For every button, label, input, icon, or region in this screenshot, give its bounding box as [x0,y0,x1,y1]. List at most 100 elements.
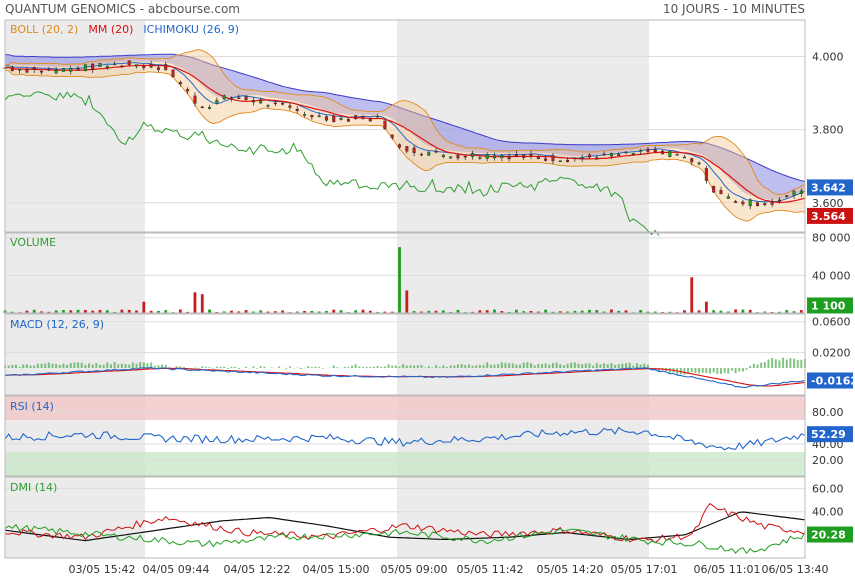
volume-bar [10,311,14,313]
volume-bar [420,311,423,313]
session-shade [5,314,145,395]
volume-bar [712,310,716,313]
panel-border [4,19,806,233]
candle-body [697,162,701,165]
ichimoku-tenkan [4,62,806,203]
candle-body [756,202,760,207]
candle-body [324,116,328,121]
x-tick-label: 04/05 09:44 [143,563,210,576]
candle-body [383,120,387,130]
indicator-legend: BOLL (20, 2) [10,23,78,36]
candle-body [412,147,416,153]
y-tick-label: 3.800 [812,124,844,137]
panel-border [4,232,806,314]
candle-body [376,115,380,118]
candle-body [142,66,146,69]
volume-bar [398,247,401,313]
y-tick-label: 4.000 [812,51,844,64]
candle-body [76,68,80,71]
rsi-overbought-zone [5,396,805,420]
volume-bar [704,301,708,313]
last-value-label: 3.564 [811,210,846,223]
candle-body [609,152,613,157]
rsi-last-value: 52.29 [811,428,846,441]
volume-bar [98,309,102,313]
candle-body [346,118,350,122]
volume-bar [500,311,504,313]
candle-body [273,102,277,105]
y-tick-label: 40 000 [812,269,851,282]
volume-bar [493,309,496,313]
moving-average-line [4,64,806,204]
candle-body [704,168,708,181]
candle-body [441,154,445,157]
session-shade [5,20,145,232]
candle-body [617,154,621,156]
dmi-label: DMI (14) [10,481,57,494]
candle-body [10,67,14,71]
candle-body [40,70,44,73]
volume-bar [361,309,365,313]
volume-bar [383,311,387,313]
candle-body [668,151,672,157]
volume-bar [142,301,146,313]
volume-bar [544,309,548,313]
candle-body [208,107,212,109]
candle-body [449,156,453,159]
y-tick-label: 80.00 [812,406,844,419]
x-tick-label: 03/05 15:42 [69,563,136,576]
volume-bar [799,310,803,313]
volume-bar [390,311,394,313]
candle-body [398,144,402,148]
volume-bar [770,311,774,313]
volume-bar [69,310,73,313]
dmi-plus-line [4,502,806,544]
volume-bar [412,311,416,313]
candle-body [127,60,131,65]
candle-body [529,153,533,156]
candle-body [682,156,686,159]
volume-bar [193,292,197,313]
candle-body [339,117,343,120]
volume-bar [646,311,650,313]
macd-last-value-box [807,372,853,389]
candle-body [164,64,168,71]
ichimoku-lagging-line [4,91,660,236]
volume-bar [244,310,248,313]
candle-body [361,116,365,119]
volume-bar [83,309,87,313]
volume-bar [536,311,540,313]
volume-bar [668,311,672,313]
candle-body [631,153,635,155]
volume-bar [719,310,723,313]
volume-bar [113,311,116,313]
volume-last-value-box [807,297,853,314]
volume-bar [105,310,109,313]
macd-label: MACD (12, 26, 9) [10,318,104,331]
candle-body [303,114,307,116]
y-tick-label: 80 000 [812,232,851,245]
session-shade [397,314,649,395]
candle-body [251,100,255,103]
y-tick-label: 60.00 [812,483,844,496]
volume-bar [157,310,160,313]
candle-body [741,201,745,205]
candle-body [544,158,548,161]
volume-bar [76,309,80,313]
candle-body [661,150,665,155]
volume-bar [135,310,138,313]
volume-bar [405,290,409,313]
volume-bar [237,311,241,313]
candle-body [69,68,73,72]
volume-bar [741,309,745,313]
candle-body [354,115,358,120]
candle-body [514,154,518,157]
x-tick-label: 04/05 15:00 [303,563,370,576]
volume-bar [332,309,336,313]
volume-bar [230,310,233,313]
volume-bar [127,309,131,313]
candle-body [770,201,774,205]
candle-body [639,150,643,152]
candle-body [463,155,467,158]
candle-body [229,97,233,99]
